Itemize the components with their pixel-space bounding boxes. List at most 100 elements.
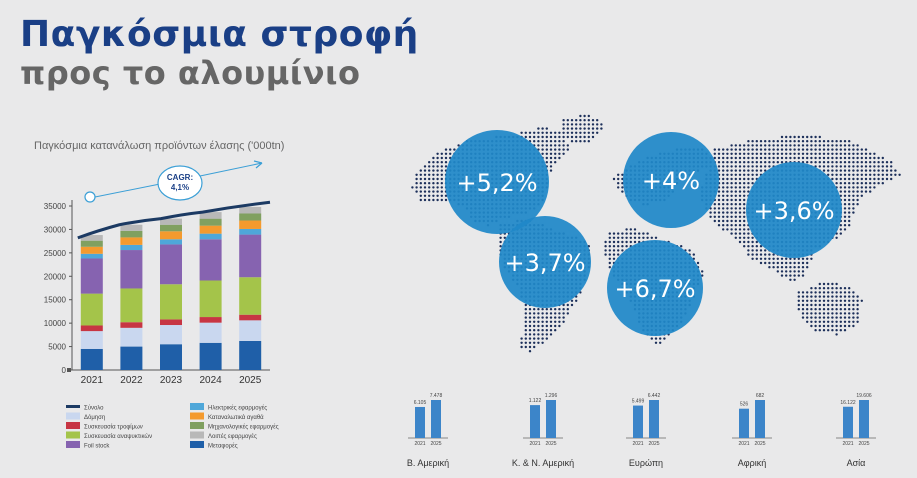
map-dot [743,182,746,185]
map-dot [554,152,557,155]
total-line [77,200,271,240]
map-dot [419,190,422,193]
map-dot [575,123,578,126]
map-dot [558,131,561,134]
map-dot [730,173,733,176]
map-dot [822,165,826,168]
map-dot [869,190,872,193]
map-dot [797,156,800,160]
map-dot [738,165,742,168]
map-dot [764,144,767,147]
map-dot [722,165,725,168]
x-tick-label: 2022 [120,375,143,386]
map-dot [570,135,574,139]
map-dot [755,156,758,160]
map-dot [747,190,750,193]
map-dot [545,161,548,164]
map-dot [747,148,750,151]
map-dot [869,161,872,164]
map-dot [877,173,880,176]
map-dot [440,161,443,164]
map-dot [755,152,758,155]
map-dot [860,186,863,189]
map-dot [751,169,754,172]
map-dot [839,140,842,143]
map-dot [801,144,805,147]
bar-segment [199,239,222,281]
x-tick-label: 2024 [199,375,222,386]
region-value-label: 19.606 [856,393,872,399]
bar-segment [160,244,182,285]
map-dot [827,148,830,151]
map-dot [743,165,746,168]
map-dot [852,198,855,202]
map-dot [843,156,847,160]
map-dot [860,165,863,168]
map-dot [432,165,435,168]
map-dot [734,177,737,181]
map-dot [856,177,859,181]
map-dot [734,144,737,147]
map-dot [440,186,443,189]
map-dot [738,148,742,151]
map-dot [877,165,880,168]
y-tick-label: 5000 [48,343,66,352]
bar-segment [120,288,143,323]
map-dot [730,144,733,147]
map-dot [881,177,884,181]
map-dot [579,119,582,122]
map-dot [755,144,758,147]
map-dot [789,152,792,155]
map-dot [751,140,754,143]
map-dot [436,156,439,160]
map-dot [444,198,448,202]
map-dot [810,144,813,147]
map-dot [860,173,863,176]
map-dot [801,140,805,143]
map-dot [617,186,620,189]
map-dot [432,173,435,176]
bar-segment [239,206,262,214]
map-dot [579,114,582,118]
map-dot [793,140,796,143]
y-tick-label: 35000 [44,202,67,211]
map-dot [545,144,548,147]
map-dot [734,182,737,185]
map-dot [822,148,826,151]
map-dot [415,182,418,185]
map-dot [848,186,851,189]
map-dot [764,148,767,151]
map-dot [848,156,851,160]
legend-swatch [66,405,80,408]
map-dot [827,173,830,176]
region-bar [859,400,869,438]
map-dot [549,161,553,164]
map-dot [818,140,821,143]
bar-segment [80,246,103,254]
map-dot [827,169,830,172]
map-dot [843,203,847,206]
map-dot [730,152,733,155]
map-dot [423,194,427,197]
map-dot [726,169,729,172]
map-dot [583,127,586,130]
map-dot [591,119,595,122]
map-dot [814,135,817,139]
bar-segment [239,220,262,229]
map-dot [726,203,729,206]
legend-label: Λοιπές εφαρμογές [208,433,257,440]
bar-segment [120,346,143,370]
map-dot [722,190,725,193]
map-dot [776,144,779,147]
cagr-label: CAGR: [167,173,193,182]
map-dot [717,169,721,172]
map-dot [839,144,842,147]
y-tick-label: 30000 [44,225,67,234]
map-dot [772,140,775,143]
map-dot [717,165,721,168]
bar-segment [239,228,262,235]
bar-segment [239,314,262,321]
map-dot [856,165,859,168]
map-dot [881,161,884,164]
map-dot [831,140,834,143]
